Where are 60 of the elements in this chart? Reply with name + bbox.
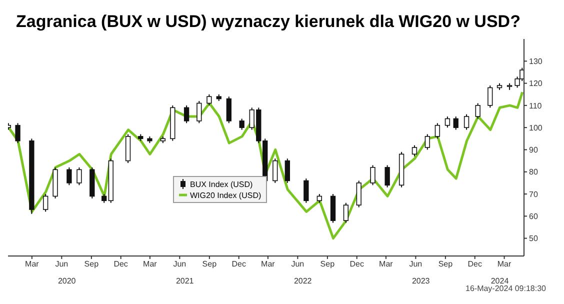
candlestick: [43, 194, 48, 212]
y-tick-label: 120: [529, 79, 543, 88]
x2-tick-label: 2024: [490, 276, 510, 286]
candlestick: [196, 100, 202, 124]
candlestick: [184, 104, 190, 124]
candlestick: [76, 166, 82, 186]
x-tick-label: Mar: [261, 260, 276, 269]
x-tick-label: Mar: [497, 260, 512, 269]
candlestick: [239, 118, 244, 130]
y-tick-label: 90: [529, 146, 538, 155]
x-tick-label: Dec: [114, 260, 128, 269]
x-tick-label: Sep: [202, 260, 218, 269]
x-tick-label: Dec: [350, 260, 364, 269]
legend-label: BUX Index (USD): [190, 180, 253, 188]
x-tick-label: Jun: [55, 260, 68, 269]
x-tick-label: Jun: [173, 260, 186, 269]
y-tick-label: 130: [529, 56, 543, 66]
x2-tick-label: 2022: [294, 276, 312, 286]
y-tick-label: 80: [529, 168, 538, 177]
y-tick-label: 70: [529, 190, 538, 199]
line-series: [8, 90, 524, 240]
candlestick: [343, 202, 349, 224]
legend-label: WIG20 Index (USD): [190, 190, 262, 200]
x-tick-label: Dec: [468, 260, 482, 269]
candlestick: [226, 96, 232, 124]
x2-tick-label: 2021: [176, 276, 194, 286]
y-tick-label: 100: [529, 123, 543, 132]
x-tick-label: Sep: [320, 260, 336, 269]
x-tick-label: Dec: [232, 260, 246, 269]
x2-tick-label: 2023: [412, 276, 430, 286]
candlestick: [464, 114, 470, 130]
candlestick: [206, 94, 212, 106]
chart-title: Zagranica (BUX w USD) wyznaczy kierunek dla WIG20 w USD?: [15, 11, 522, 33]
candlestick: [475, 102, 480, 120]
candlestick: [304, 178, 309, 204]
candlestick: [272, 158, 278, 184]
candlestick: [453, 116, 458, 130]
x-tick-label: Sep: [84, 260, 100, 269]
x-tick-label: Mar: [143, 260, 158, 269]
candlestick: [15, 122, 20, 144]
x2-tick-label: 2020: [58, 276, 76, 286]
candlestick: [66, 166, 72, 186]
y-tick-label: 50: [529, 234, 538, 244]
candlestick: [412, 144, 418, 157]
candlestick: [434, 122, 440, 140]
candlestick: [284, 158, 290, 184]
x-tick-label: Jun: [291, 260, 304, 269]
x-tick-label: Jun: [409, 260, 422, 269]
candlestick: [424, 134, 430, 150]
candlestick: [356, 180, 362, 208]
candlestick: [488, 85, 493, 108]
y-tick-label: 60: [529, 212, 538, 221]
candlestick: [384, 164, 390, 188]
x-tick-label: Mar: [379, 260, 394, 269]
candlestick: [370, 164, 376, 186]
candlestick: [444, 116, 450, 128]
x-tick-label: Sep: [438, 260, 454, 269]
x-tick-label: Mar: [25, 260, 40, 269]
text: 16-May-2024 09:18:30: [466, 284, 546, 293]
y-tick-label: 110: [529, 101, 542, 110]
